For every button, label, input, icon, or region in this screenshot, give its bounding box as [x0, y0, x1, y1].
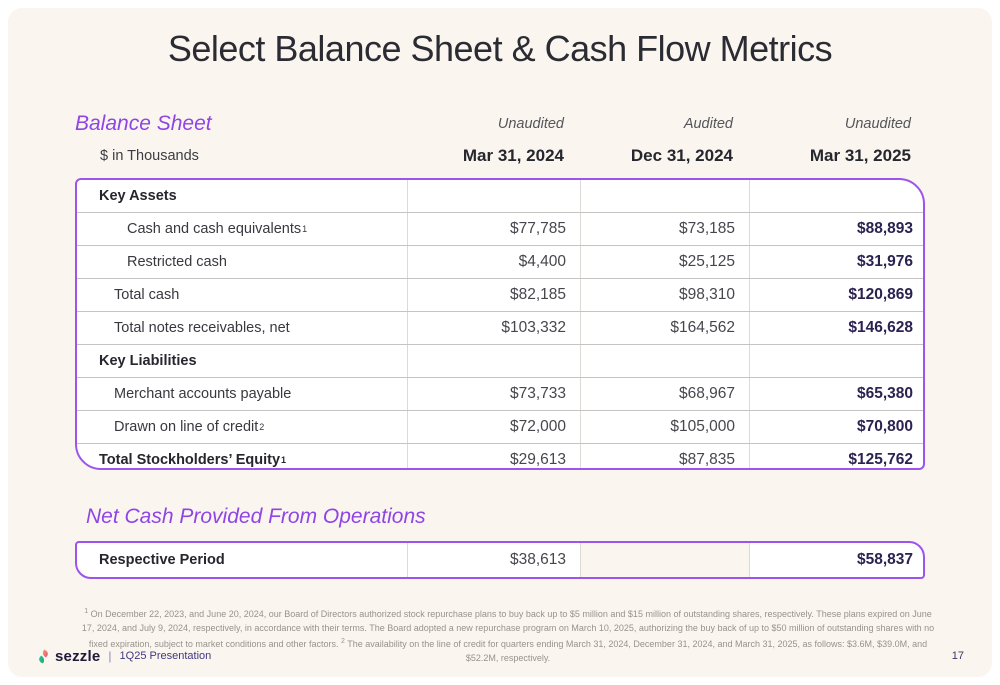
balance-sheet-subheader: $ in Thousands Mar 31, 2024 Dec 31, 2024…: [75, 146, 925, 166]
cell-value: $65,380: [749, 378, 923, 410]
table-row-key-liabilities: Key Liabilities: [77, 344, 923, 377]
cell-value: $105,000: [580, 411, 749, 443]
date-col2: Dec 31, 2024: [630, 146, 733, 165]
cell-value: [749, 180, 923, 212]
cell-value: [580, 345, 749, 377]
row-label: Restricted cash: [127, 254, 227, 270]
date-col1: Mar 31, 2024: [462, 146, 564, 165]
row-label: Drawn on line of credit 2: [114, 419, 265, 435]
slide-footer: sezzle | 1Q25 Presentation 17: [36, 645, 964, 667]
date-col3: Mar 31, 2025: [809, 146, 911, 165]
balance-sheet-heading: Balance Sheet: [75, 112, 212, 135]
cell-value: $164,562: [580, 312, 749, 344]
cell-value: $87,835: [580, 444, 749, 468]
cell-value: [580, 180, 749, 212]
cell-value-empty: [580, 543, 749, 577]
cell-value: $31,976: [749, 246, 923, 278]
footnotes: 1 On December 22, 2023, and June 20, 202…: [78, 605, 938, 665]
row-label: Merchant accounts payable: [114, 386, 292, 402]
table-row-cash-equivalents: Cash and cash equivalents 1 $77,785 $73,1…: [77, 212, 923, 245]
table-row-key-assets: Key Assets: [77, 180, 923, 212]
audit-status-col3: Unaudited: [844, 116, 911, 132]
row-label: Total notes receivables, net: [114, 320, 290, 336]
cell-value: $98,310: [580, 279, 749, 311]
cell-value: $77,785: [407, 213, 580, 245]
cell-value: $73,185: [580, 213, 749, 245]
slide-card: Select Balance Sheet & Cash Flow Metrics…: [8, 8, 992, 677]
cell-value: $29,613: [407, 444, 580, 468]
cell-value: $125,762: [749, 444, 923, 468]
table-row-line-of-credit: Drawn on line of credit 2 $72,000 $105,00…: [77, 410, 923, 443]
page-number: 17: [951, 650, 964, 662]
footnote-2-marker: 2: [341, 638, 345, 645]
cell-value: $4,400: [407, 246, 580, 278]
cell-value: [407, 180, 580, 212]
cell-value: $146,628: [749, 312, 923, 344]
row-label: Total Stockholders’ Equity 1: [99, 452, 287, 468]
net-cash-heading: Net Cash Provided From Operations: [86, 505, 426, 528]
table-row-stockholders-equity: Total Stockholders’ Equity 1 $29,613 $87,…: [77, 443, 923, 468]
footnote-2-text: The availability on the line of credit f…: [344, 639, 928, 663]
cell-value: [749, 345, 923, 377]
row-label: Key Assets: [99, 188, 177, 204]
row-label: Key Liabilities: [99, 353, 197, 369]
cell-value: [407, 345, 580, 377]
units-label: $ in Thousands: [100, 148, 199, 164]
net-cash-table: Respective Period $38,613 $58,837: [75, 541, 925, 579]
brand-wordmark: sezzle: [55, 647, 101, 665]
cell-value: $70,800: [749, 411, 923, 443]
brand-logo: sezzle: [36, 648, 100, 665]
sezzle-logo-icon: [36, 649, 51, 664]
row-label: Cash and cash equivalents 1: [127, 221, 308, 237]
table-row-respective-period: Respective Period $38,613 $58,837: [77, 543, 923, 577]
table-row-notes-receivables: Total notes receivables, net $103,332 $1…: [77, 311, 923, 344]
table-row-restricted-cash: Restricted cash $4,400 $25,125 $31,976: [77, 245, 923, 278]
cell-value: $73,733: [407, 378, 580, 410]
balance-sheet-table: Key Assets Cash and cash equivalents 1 $7…: [75, 178, 925, 470]
table-row-merchant-payable: Merchant accounts payable $73,733 $68,96…: [77, 377, 923, 410]
cell-value: $103,332: [407, 312, 580, 344]
cell-value: $58,837: [749, 543, 923, 577]
cell-value: $38,613: [407, 543, 580, 577]
cell-value: $88,893: [749, 213, 923, 245]
page-title: Select Balance Sheet & Cash Flow Metrics: [167, 28, 833, 69]
presentation-label: 1Q25 Presentation: [119, 650, 212, 662]
table-row-total-cash: Total cash $82,185 $98,310 $120,869: [77, 278, 923, 311]
cell-value: $72,000: [407, 411, 580, 443]
cell-value: $68,967: [580, 378, 749, 410]
balance-sheet-header: Balance Sheet Unaudited Audited Unaudite…: [75, 112, 925, 136]
footnote-1-marker: 1: [84, 608, 89, 615]
audit-status-col2: Audited: [683, 116, 733, 132]
cell-value: $25,125: [580, 246, 749, 278]
footnote-1-text: On December 22, 2023, and June 20, 2024,…: [81, 609, 935, 649]
cell-value: $120,869: [749, 279, 923, 311]
cell-value: $82,185: [407, 279, 580, 311]
row-label: Total cash: [114, 287, 180, 303]
row-label: Respective Period: [99, 552, 225, 568]
audit-status-col1: Unaudited: [497, 116, 564, 132]
footer-separator: |: [108, 649, 112, 663]
